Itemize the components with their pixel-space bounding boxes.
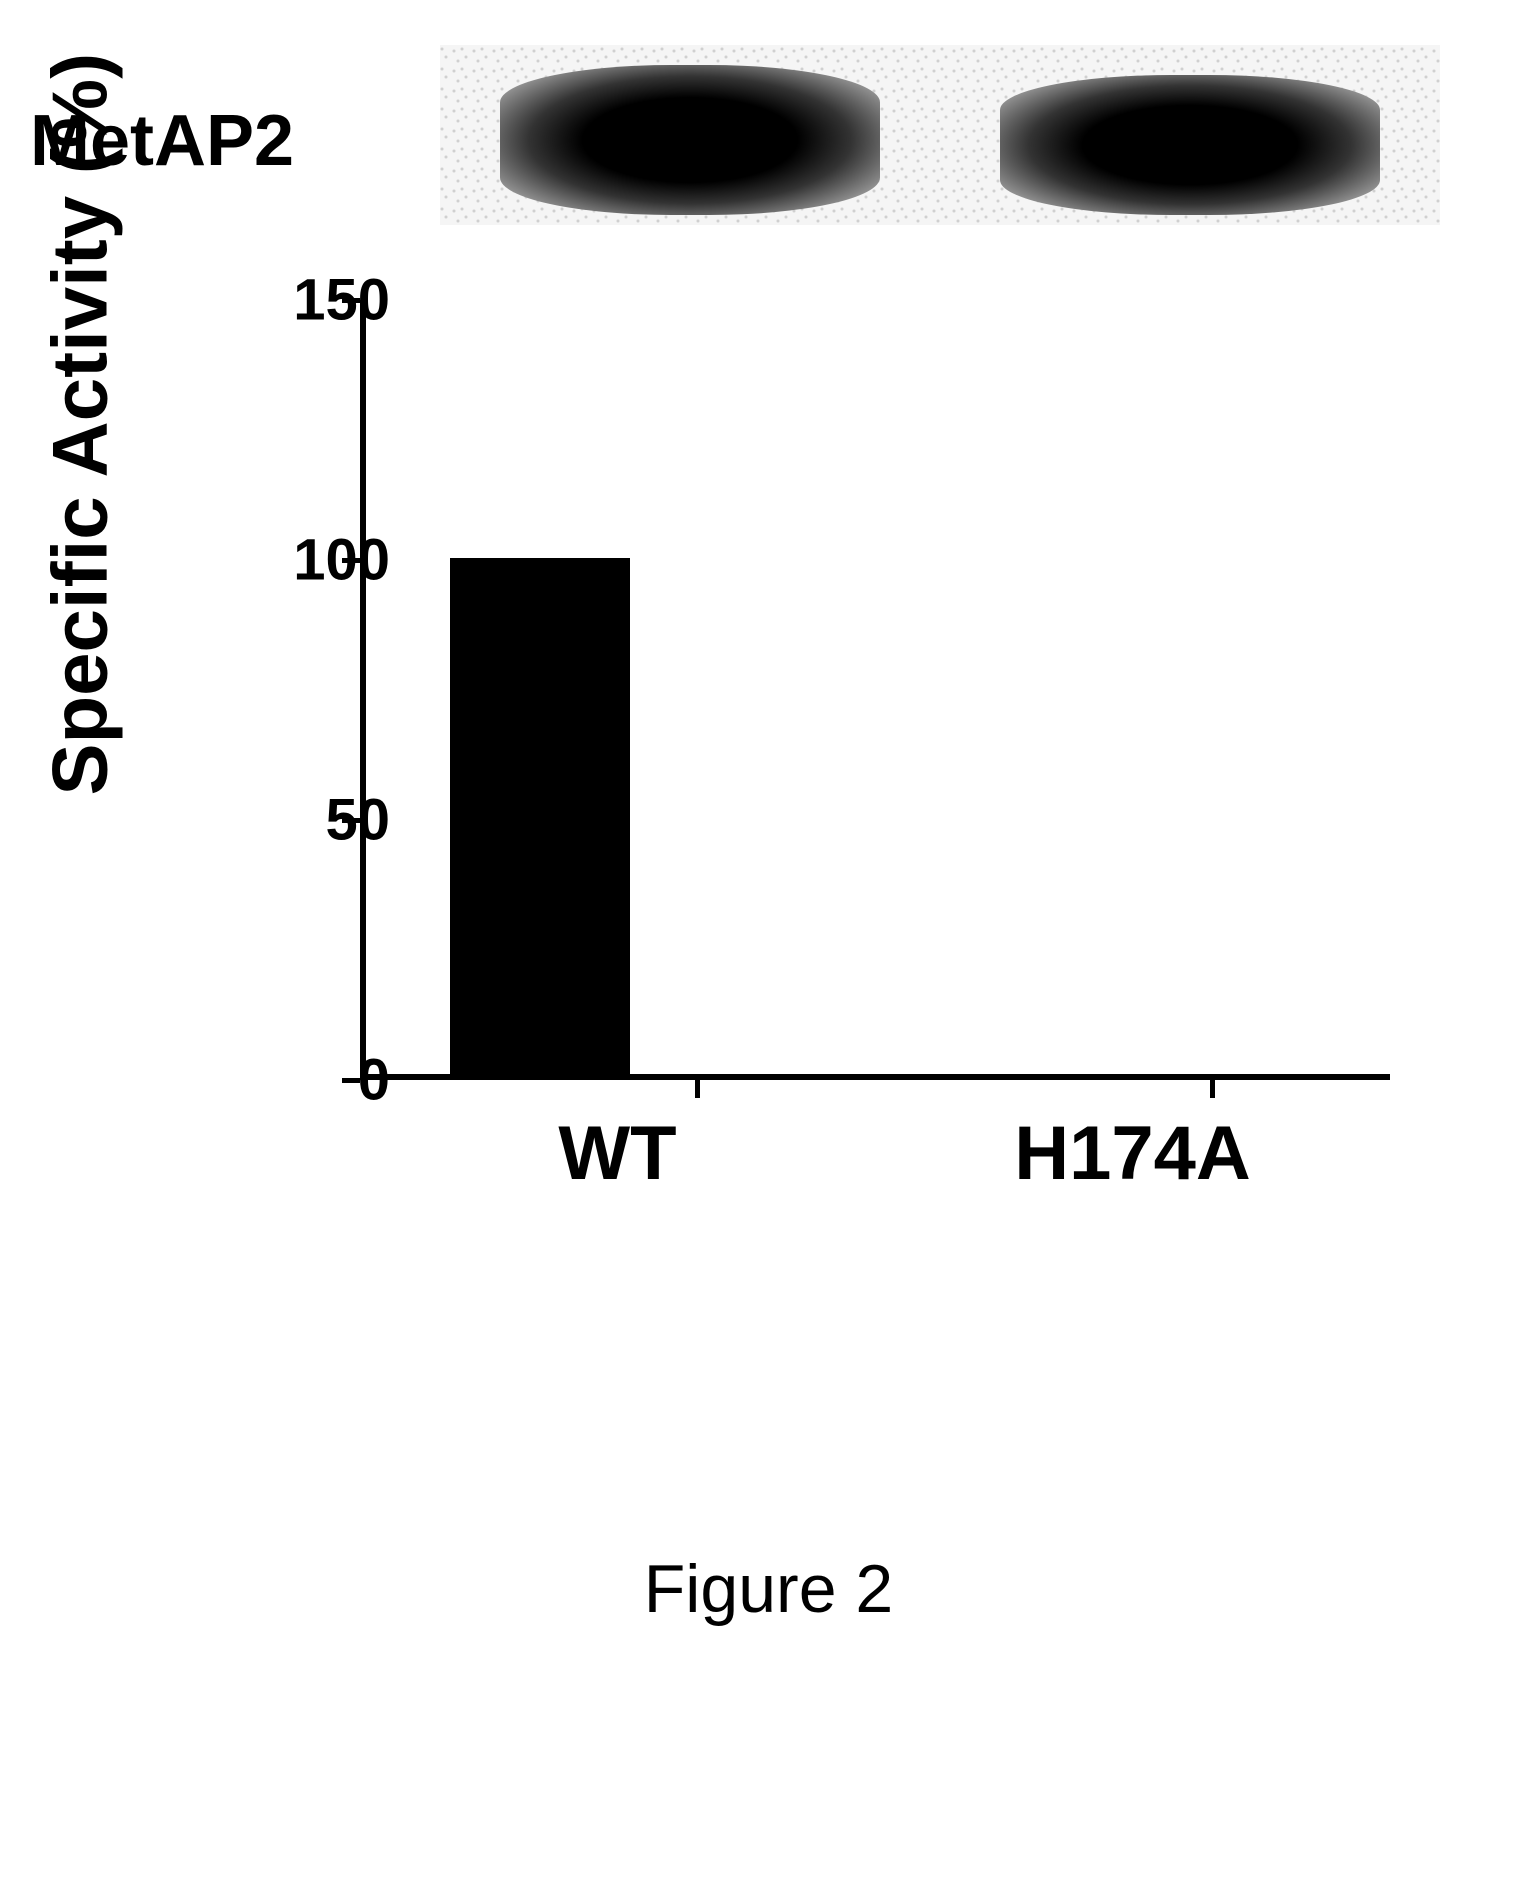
x-category-label: H174A: [983, 1110, 1283, 1197]
y-axis-label: Specific Activity (%): [35, 53, 126, 796]
x-axis-line: [360, 1074, 1390, 1080]
y-tick-label: 150: [293, 267, 390, 334]
y-tick-label: 50: [325, 787, 390, 854]
x-category-label: WT: [468, 1110, 768, 1197]
x-tick: [1210, 1080, 1215, 1098]
plot-area: [360, 300, 1390, 1080]
western-blot-image: [440, 45, 1440, 225]
bar: [450, 558, 630, 1074]
figure-container: MetAP2 Specific Activity (%) 050100150WT…: [0, 0, 1537, 1903]
figure-caption: Figure 2: [0, 1550, 1537, 1628]
y-tick-label: 0: [358, 1047, 390, 1114]
blot-band-h174a: [1000, 75, 1380, 215]
y-axis-line: [360, 300, 366, 1080]
x-tick: [695, 1080, 700, 1098]
y-tick-label: 100: [293, 527, 390, 594]
bar-chart: Specific Activity (%) 050100150WTH174A: [100, 280, 1440, 1230]
blot-band-wt: [500, 65, 880, 215]
